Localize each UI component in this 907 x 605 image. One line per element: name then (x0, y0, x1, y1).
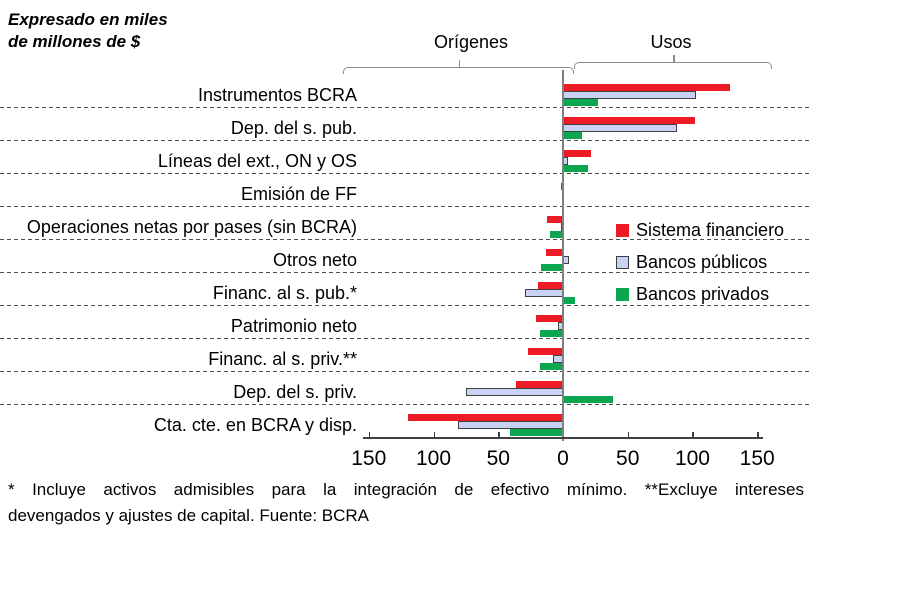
legend: Sistema financiero Bancos públicos Bancos … (616, 214, 784, 310)
bar-sistema-financiero (561, 183, 563, 191)
bar-bancos-publicos (563, 256, 570, 264)
bar-bancos-privados (539, 362, 563, 370)
legend-label: Sistema financiero (636, 219, 785, 240)
gridline (0, 404, 812, 405)
category-label: Cta. cte. en BCRA y disp. (153, 415, 357, 435)
x-axis-tick (627, 432, 630, 437)
x-axis-tick-label: 150 (351, 447, 387, 470)
x-axis-tick-label: 150 (739, 447, 775, 470)
gridline (0, 371, 812, 372)
category-label: Dep. del s. pub. (230, 118, 357, 138)
bar-sistema-financiero (563, 84, 731, 92)
origenes-bracket-tick (458, 60, 461, 68)
bar-sistema-financiero (538, 282, 563, 290)
gridline (0, 305, 812, 306)
chart-title: Expresado en miles de millones de $ (8, 9, 168, 53)
x-axis-tick-label: 50 (616, 447, 640, 470)
x-axis-tick (368, 432, 371, 437)
legend-swatch-bancos-publicos (616, 255, 629, 269)
legend-item-sistema-financiero: Sistema financiero (616, 214, 784, 246)
gridline (0, 272, 812, 273)
bar-sistema-financiero (563, 150, 592, 158)
gridline (0, 173, 812, 174)
gridline (0, 206, 812, 207)
title-line-1: Expresado en miles (8, 10, 168, 29)
footnote-line-2: devengados y ajustes de capital. Fuente:… (8, 506, 369, 525)
legend-label: Bancos públicos (636, 251, 768, 272)
bar-sistema-financiero (547, 216, 563, 224)
gridline (0, 338, 812, 339)
legend-swatch-sistema-financiero (616, 223, 629, 237)
bar-bancos-privados (563, 296, 575, 304)
legend-label: Bancos privados (636, 283, 770, 304)
category-label: Patrimonio neto (230, 316, 357, 336)
bar-sistema-financiero (563, 117, 696, 125)
x-axis-tick (433, 432, 436, 437)
bar-bancos-privados (550, 230, 563, 238)
legend-swatch-bancos-privados (616, 287, 629, 301)
origenes-bracket (343, 60, 574, 74)
x-axis-tick-label: 100 (674, 447, 710, 470)
bar-bancos-privados (563, 164, 588, 172)
x-axis-tick-label: 0 (557, 447, 569, 470)
bar-bancos-publicos (563, 124, 677, 132)
category-label: Dep. del s. priv. (233, 382, 357, 402)
usos-label: Usos (650, 32, 692, 52)
usos-bracket-tick (673, 55, 675, 63)
bar-bancos-publicos (563, 91, 697, 99)
origenes-label: Orígenes (433, 32, 509, 52)
gridline (0, 239, 812, 240)
category-label: Financ. al s. pub.* (212, 283, 357, 303)
x-axis-tick-label: 100 (415, 447, 452, 470)
bar-bancos-publicos (563, 157, 569, 165)
x-axis-tick-label: 50 (486, 447, 510, 470)
category-label: Instrumentos BCRA (197, 85, 357, 105)
bar-sistema-financiero (516, 381, 563, 389)
usos-bracket (574, 55, 772, 69)
category-label: Operaciones netas por pases (sin BCRA) (26, 217, 357, 237)
bar-sistema-financiero (546, 249, 563, 257)
footnote-line-1: * Incluye activos admisibles para la int… (8, 480, 804, 499)
bar-bancos-privados (539, 329, 563, 337)
category-label: Financ. al s. priv.** (208, 349, 357, 369)
bar-bancos-privados (540, 263, 563, 271)
bar-bancos-publicos (458, 421, 563, 429)
gridline (0, 140, 812, 141)
bar-sistema-financiero (535, 315, 563, 323)
legend-item-bancos-privados: Bancos privados (616, 278, 784, 310)
bar-bancos-publicos (465, 388, 563, 396)
category-label: Otros neto (272, 250, 357, 270)
zero-axis-line (562, 70, 564, 441)
x-axis-tick (498, 432, 500, 437)
title-line-2: de millones de $ (8, 32, 141, 51)
category-label: Líneas del ext., ON y OS (157, 151, 357, 171)
footnote: * Incluye activos admisibles para la int… (8, 477, 804, 529)
bar-bancos-privados (509, 428, 563, 436)
bar-bancos-privados (563, 131, 583, 139)
bar-bancos-publicos (525, 289, 563, 297)
legend-item-bancos-publicos: Bancos públicos (616, 246, 784, 278)
bar-bancos-privados (563, 395, 614, 403)
category-label: Emisión de FF (240, 184, 357, 204)
x-axis-line (363, 437, 763, 439)
bar-sistema-financiero (528, 348, 563, 356)
gridline (0, 107, 812, 108)
x-axis-tick (692, 432, 694, 437)
x-axis-tick (757, 432, 759, 437)
bar-sistema-financiero (407, 414, 563, 422)
bar-bancos-privados (563, 98, 598, 106)
